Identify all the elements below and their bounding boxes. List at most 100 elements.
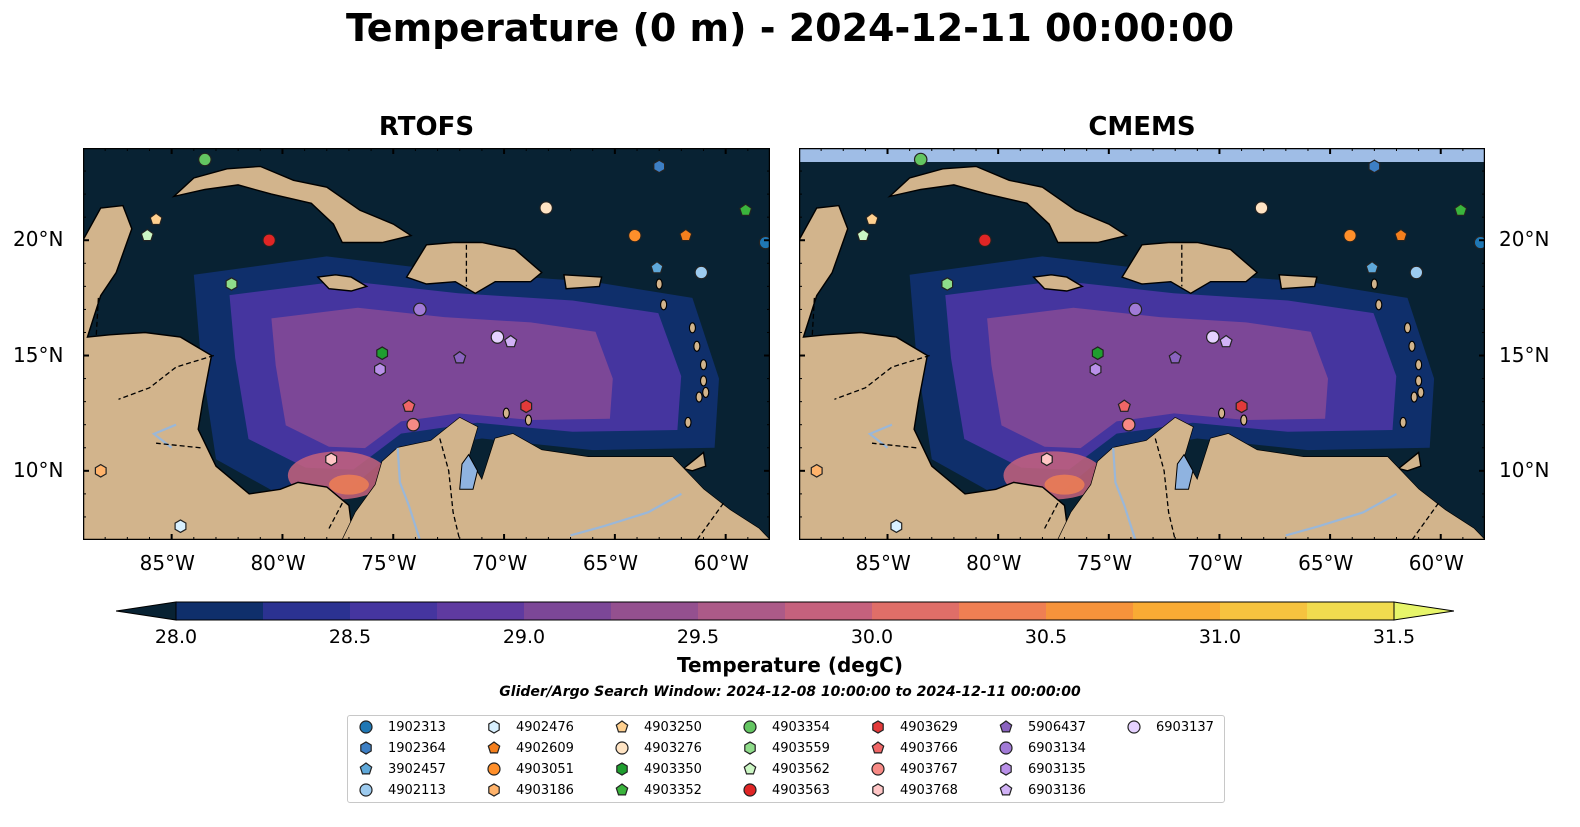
legend-marker <box>1127 720 1141 734</box>
land-hispaniola <box>1121 241 1259 295</box>
float-marker-4903768 <box>1040 452 1053 467</box>
colorbar-segment <box>872 602 960 620</box>
colorbar-segment <box>350 602 438 620</box>
lat-tick-label: 10°N <box>13 457 64 482</box>
legend-marker <box>743 783 757 797</box>
legend-label: 4903352 <box>644 782 702 798</box>
float-marker-4903350 <box>376 346 389 361</box>
island-5 <box>1399 416 1407 428</box>
lon-tick-label: 65°W <box>1298 551 1354 575</box>
river-1 <box>570 492 682 537</box>
border-0 <box>439 438 461 540</box>
colorbar-segment <box>524 602 612 620</box>
legend-marker-pentagon-icon <box>615 783 629 796</box>
legend-item: 4903559 <box>742 738 830 758</box>
legend-marker <box>999 720 1013 733</box>
legend-item: 6903135 <box>998 759 1086 779</box>
legend-label: 1902364 <box>388 740 446 756</box>
float-marker-6903136 <box>504 334 518 348</box>
legend-marker-circle-icon <box>871 762 885 776</box>
float-marker-6903137 <box>1206 330 1220 344</box>
float-marker-4903562 <box>856 228 870 242</box>
colorbar-segment <box>1220 602 1308 620</box>
panel-title-cmems: CMEMS <box>1088 112 1196 142</box>
legend-marker <box>360 741 372 755</box>
land-central <box>799 204 1070 540</box>
border-1 <box>834 354 930 400</box>
border-4 <box>95 295 100 335</box>
island-0 <box>1403 322 1412 334</box>
legend-marker-pentagon-icon <box>615 720 629 733</box>
panel-title-rtofs: RTOFS <box>378 112 475 142</box>
colorbar-tick-label: 31.0 <box>1198 626 1242 648</box>
float-marker-4902609 <box>679 228 693 242</box>
colorbar-tick-label: 31.5 <box>1372 626 1416 648</box>
colorbar-segment <box>785 602 873 620</box>
legend-marker-pentagon-icon <box>871 741 885 754</box>
colorbar-tick-label: 30.0 <box>850 626 894 648</box>
colorbar-segment <box>959 602 1047 620</box>
lon-tick-label: 75°W <box>361 551 417 575</box>
colorbar-tick-label: 29.5 <box>676 626 720 648</box>
legend-marker-hexagon-icon <box>744 741 756 755</box>
land-central <box>83 204 355 540</box>
map-frame <box>799 148 1485 540</box>
border-4 <box>811 295 816 335</box>
legend-label: 6903136 <box>1028 782 1086 798</box>
legend-marker <box>871 741 885 754</box>
legend-marker <box>359 762 373 775</box>
temperature-colorbar <box>116 601 1454 621</box>
island-2 <box>1415 359 1423 371</box>
float-marker-5906437 <box>453 350 467 364</box>
colorbar-segment <box>1046 602 1134 620</box>
lat-tick-label: 20°N <box>13 227 64 252</box>
legend-label: 4903629 <box>900 719 958 735</box>
float-marker-4903563 <box>262 233 276 248</box>
float-marker-4903186 <box>94 463 107 478</box>
legend-item: 4903354 <box>742 717 830 737</box>
lon-tick-label: 60°W <box>693 551 749 575</box>
float-marker-4903559 <box>941 277 954 291</box>
colorbar-segment <box>611 602 699 620</box>
float-marker-4903563 <box>978 233 992 248</box>
legend-marker-circle-icon <box>999 741 1013 755</box>
legend-item: 4903276 <box>614 738 702 758</box>
legend-item: 4902476 <box>486 717 574 737</box>
map-panel-rtofs <box>83 148 770 540</box>
legend-item: 6903134 <box>998 738 1086 758</box>
colorbar-tick-label: 30.5 <box>1024 626 1068 648</box>
float-marker-4902113 <box>1409 265 1424 280</box>
island-3 <box>1415 375 1423 387</box>
colorbar-segment <box>1133 602 1221 620</box>
legend-marker <box>743 762 757 775</box>
float-marker-4903559 <box>225 277 238 291</box>
legend-label: 4903354 <box>772 719 830 735</box>
island-8 <box>702 386 710 398</box>
legend-label: 4902476 <box>516 719 574 735</box>
land-jamaica <box>316 274 369 292</box>
colorbar-segment <box>698 602 786 620</box>
island-10 <box>524 414 532 426</box>
legend-label: 4903276 <box>644 740 702 756</box>
float-marker-4903768 <box>325 452 338 467</box>
float-marker-4903276 <box>539 201 553 215</box>
border-0 <box>1154 438 1176 540</box>
land-trinidad <box>682 451 707 472</box>
island-4 <box>695 391 703 403</box>
legend-label: 4903768 <box>900 782 958 798</box>
island-9 <box>502 407 510 419</box>
land-trinidad <box>1397 451 1422 472</box>
float-marker-6903137 <box>490 330 505 344</box>
river-1 <box>1285 492 1398 537</box>
island-5 <box>684 416 692 428</box>
river-2 <box>867 423 893 449</box>
legend-marker-hexagon-icon <box>360 741 372 755</box>
legend-label: 4903350 <box>644 761 702 777</box>
land-hispaniola <box>405 241 543 295</box>
legend-marker <box>871 762 885 776</box>
float-marker-1902364 <box>653 159 666 174</box>
legend-marker <box>615 720 629 733</box>
legend-label: 4902113 <box>388 782 446 798</box>
legend-marker <box>615 783 629 796</box>
float-marker-4903051 <box>628 228 642 243</box>
